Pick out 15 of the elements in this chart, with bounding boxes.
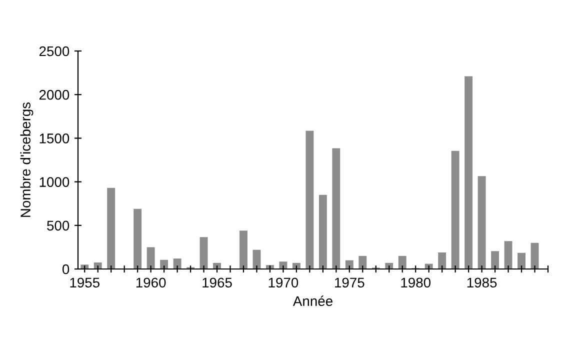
- x-tick-label: 1955: [70, 278, 100, 288]
- y-axis-title: Nombre d'icebergs: [20, 102, 34, 217]
- y-tick-label: 0: [62, 264, 70, 274]
- y-tick-label: 2500: [39, 46, 70, 56]
- x-tick-label: 1960: [136, 278, 166, 288]
- x-tick-label: 1975: [335, 278, 364, 288]
- x-tick-label: 1965: [202, 278, 232, 288]
- y-tick-label: 2000: [39, 90, 70, 100]
- y-tick-label: 1000: [40, 177, 70, 187]
- x-axis-title: Année: [292, 296, 332, 306]
- x-tick-label: 1980: [401, 278, 431, 288]
- x-tick-label: 1970: [268, 278, 298, 288]
- x-tick-label: 1985: [467, 278, 497, 288]
- y-tick-label: 1500: [40, 134, 70, 144]
- y-tick-label: 500: [47, 220, 70, 231]
